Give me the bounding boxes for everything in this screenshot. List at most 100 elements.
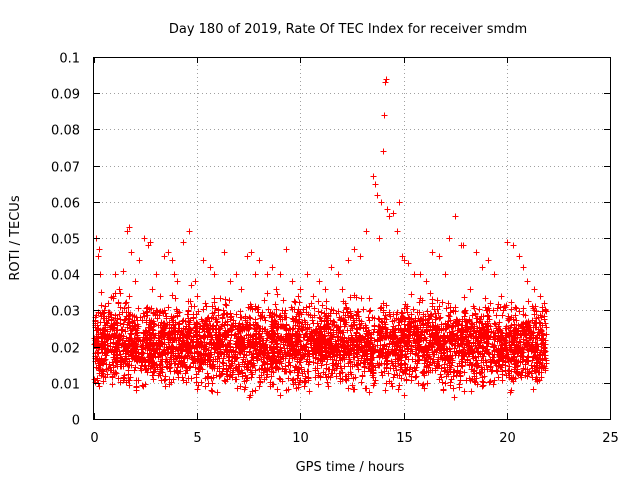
data-point (330, 307, 337, 314)
data-point (378, 199, 385, 206)
data-point (520, 264, 527, 271)
data-point (306, 388, 313, 395)
data-point (203, 303, 210, 310)
data-point (98, 289, 105, 296)
data-point (105, 300, 112, 307)
data-point (370, 382, 377, 389)
data-point (450, 385, 457, 392)
data-point (117, 304, 124, 311)
data-point (366, 389, 373, 396)
data-point (157, 293, 164, 300)
data-point (283, 246, 290, 253)
data-point (417, 271, 424, 278)
data-point (149, 372, 156, 379)
data-point (358, 295, 365, 302)
data-point (335, 271, 342, 278)
data-point (321, 310, 328, 317)
data-point (133, 384, 140, 391)
data-point (126, 293, 133, 300)
data-point (264, 371, 271, 378)
y-tick-label: 0.05 (51, 233, 80, 248)
x-tick-label: 25 (602, 431, 619, 446)
data-point (294, 375, 301, 382)
data-point (495, 374, 502, 381)
data-point (439, 379, 446, 386)
data-point (486, 307, 493, 314)
data-point (525, 298, 532, 305)
y-tick-label: 0.04 (51, 269, 80, 284)
data-point (140, 383, 147, 390)
data-point (318, 362, 325, 369)
data-point (376, 235, 383, 242)
data-point (188, 282, 195, 289)
data-point (452, 213, 459, 220)
data-point (194, 293, 201, 300)
data-point (531, 286, 538, 293)
data-point (155, 322, 162, 329)
x-tick-label: 15 (396, 431, 413, 446)
data-point (446, 235, 453, 242)
x-tick-label: 10 (292, 431, 309, 446)
data-point (357, 253, 364, 260)
data-point (480, 379, 487, 386)
data-point (172, 295, 179, 302)
data-point (237, 308, 244, 315)
data-point (116, 286, 123, 293)
data-point (328, 264, 335, 271)
data-point (117, 290, 124, 297)
data-point (456, 384, 463, 391)
data-point (280, 297, 287, 304)
data-point (537, 293, 544, 300)
data-point (476, 306, 483, 313)
data-point (461, 369, 468, 376)
data-point (384, 206, 391, 213)
data-point (109, 381, 116, 388)
data-point (367, 307, 374, 314)
data-point (468, 388, 475, 395)
data-point (117, 316, 124, 323)
data-point (358, 379, 365, 386)
data-point (389, 318, 396, 325)
data-point (440, 386, 447, 393)
y-tick-label: 0.01 (51, 378, 80, 393)
data-point (410, 306, 417, 313)
data-point (429, 249, 436, 256)
data-point (257, 378, 264, 385)
data-point (512, 304, 519, 311)
data-point (506, 363, 513, 370)
data-point (345, 257, 352, 264)
data-point (296, 359, 303, 366)
x-tick-label: 0 (90, 431, 98, 446)
data-point (214, 389, 221, 396)
data-point (98, 302, 105, 309)
data-points (91, 76, 550, 401)
data-point (501, 303, 508, 310)
data-point (237, 383, 244, 390)
data-point (315, 381, 322, 388)
data-point (423, 278, 430, 285)
data-point (149, 286, 156, 293)
data-point (371, 322, 378, 329)
data-point (498, 293, 505, 300)
data-point (266, 312, 273, 319)
data-point (276, 375, 283, 382)
data-point (436, 253, 443, 260)
data-point (461, 388, 468, 395)
data-point (315, 298, 322, 305)
data-point (112, 271, 119, 278)
data-point (461, 294, 468, 301)
data-point (171, 271, 178, 278)
data-point (247, 344, 254, 351)
data-point (209, 388, 216, 395)
data-point (401, 392, 408, 399)
data-point (121, 305, 128, 312)
data-point (479, 264, 486, 271)
data-point (295, 293, 302, 300)
y-tick-label: 0.09 (51, 88, 80, 103)
data-point (486, 379, 493, 386)
data-point (274, 386, 281, 393)
data-point (165, 304, 172, 311)
data-point (351, 246, 358, 253)
data-point (427, 290, 434, 297)
